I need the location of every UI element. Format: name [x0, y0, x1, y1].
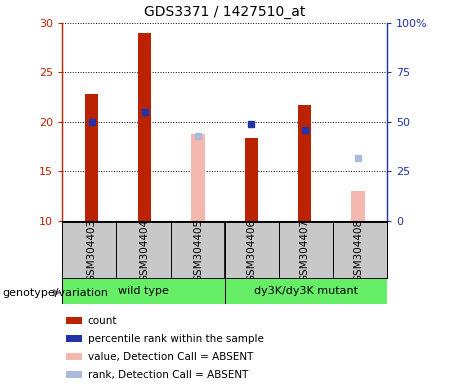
- Text: GSM304406: GSM304406: [246, 218, 256, 281]
- Text: genotype/variation: genotype/variation: [2, 288, 108, 298]
- Text: dy3K/dy3K mutant: dy3K/dy3K mutant: [254, 286, 358, 296]
- Bar: [66, 353, 82, 360]
- Bar: [85, 94, 98, 221]
- Bar: [245, 138, 258, 221]
- Title: GDS3371 / 1427510_at: GDS3371 / 1427510_at: [144, 5, 306, 19]
- Bar: [191, 134, 205, 221]
- Text: GSM304403: GSM304403: [87, 218, 96, 281]
- Text: GSM304404: GSM304404: [140, 218, 150, 281]
- Bar: [351, 191, 365, 221]
- Bar: [66, 371, 82, 378]
- Text: count: count: [88, 316, 117, 326]
- Text: GSM304405: GSM304405: [193, 218, 203, 281]
- Bar: [225, 278, 387, 304]
- Text: wild type: wild type: [118, 286, 169, 296]
- Text: percentile rank within the sample: percentile rank within the sample: [88, 334, 264, 344]
- Bar: [66, 335, 82, 342]
- Bar: [298, 105, 311, 221]
- Bar: [138, 33, 152, 221]
- Text: GSM304408: GSM304408: [353, 218, 363, 281]
- Text: rank, Detection Call = ABSENT: rank, Detection Call = ABSENT: [88, 369, 248, 380]
- Text: GSM304407: GSM304407: [300, 218, 310, 281]
- Bar: [62, 278, 225, 304]
- Text: value, Detection Call = ABSENT: value, Detection Call = ABSENT: [88, 352, 253, 362]
- Bar: [66, 317, 82, 324]
